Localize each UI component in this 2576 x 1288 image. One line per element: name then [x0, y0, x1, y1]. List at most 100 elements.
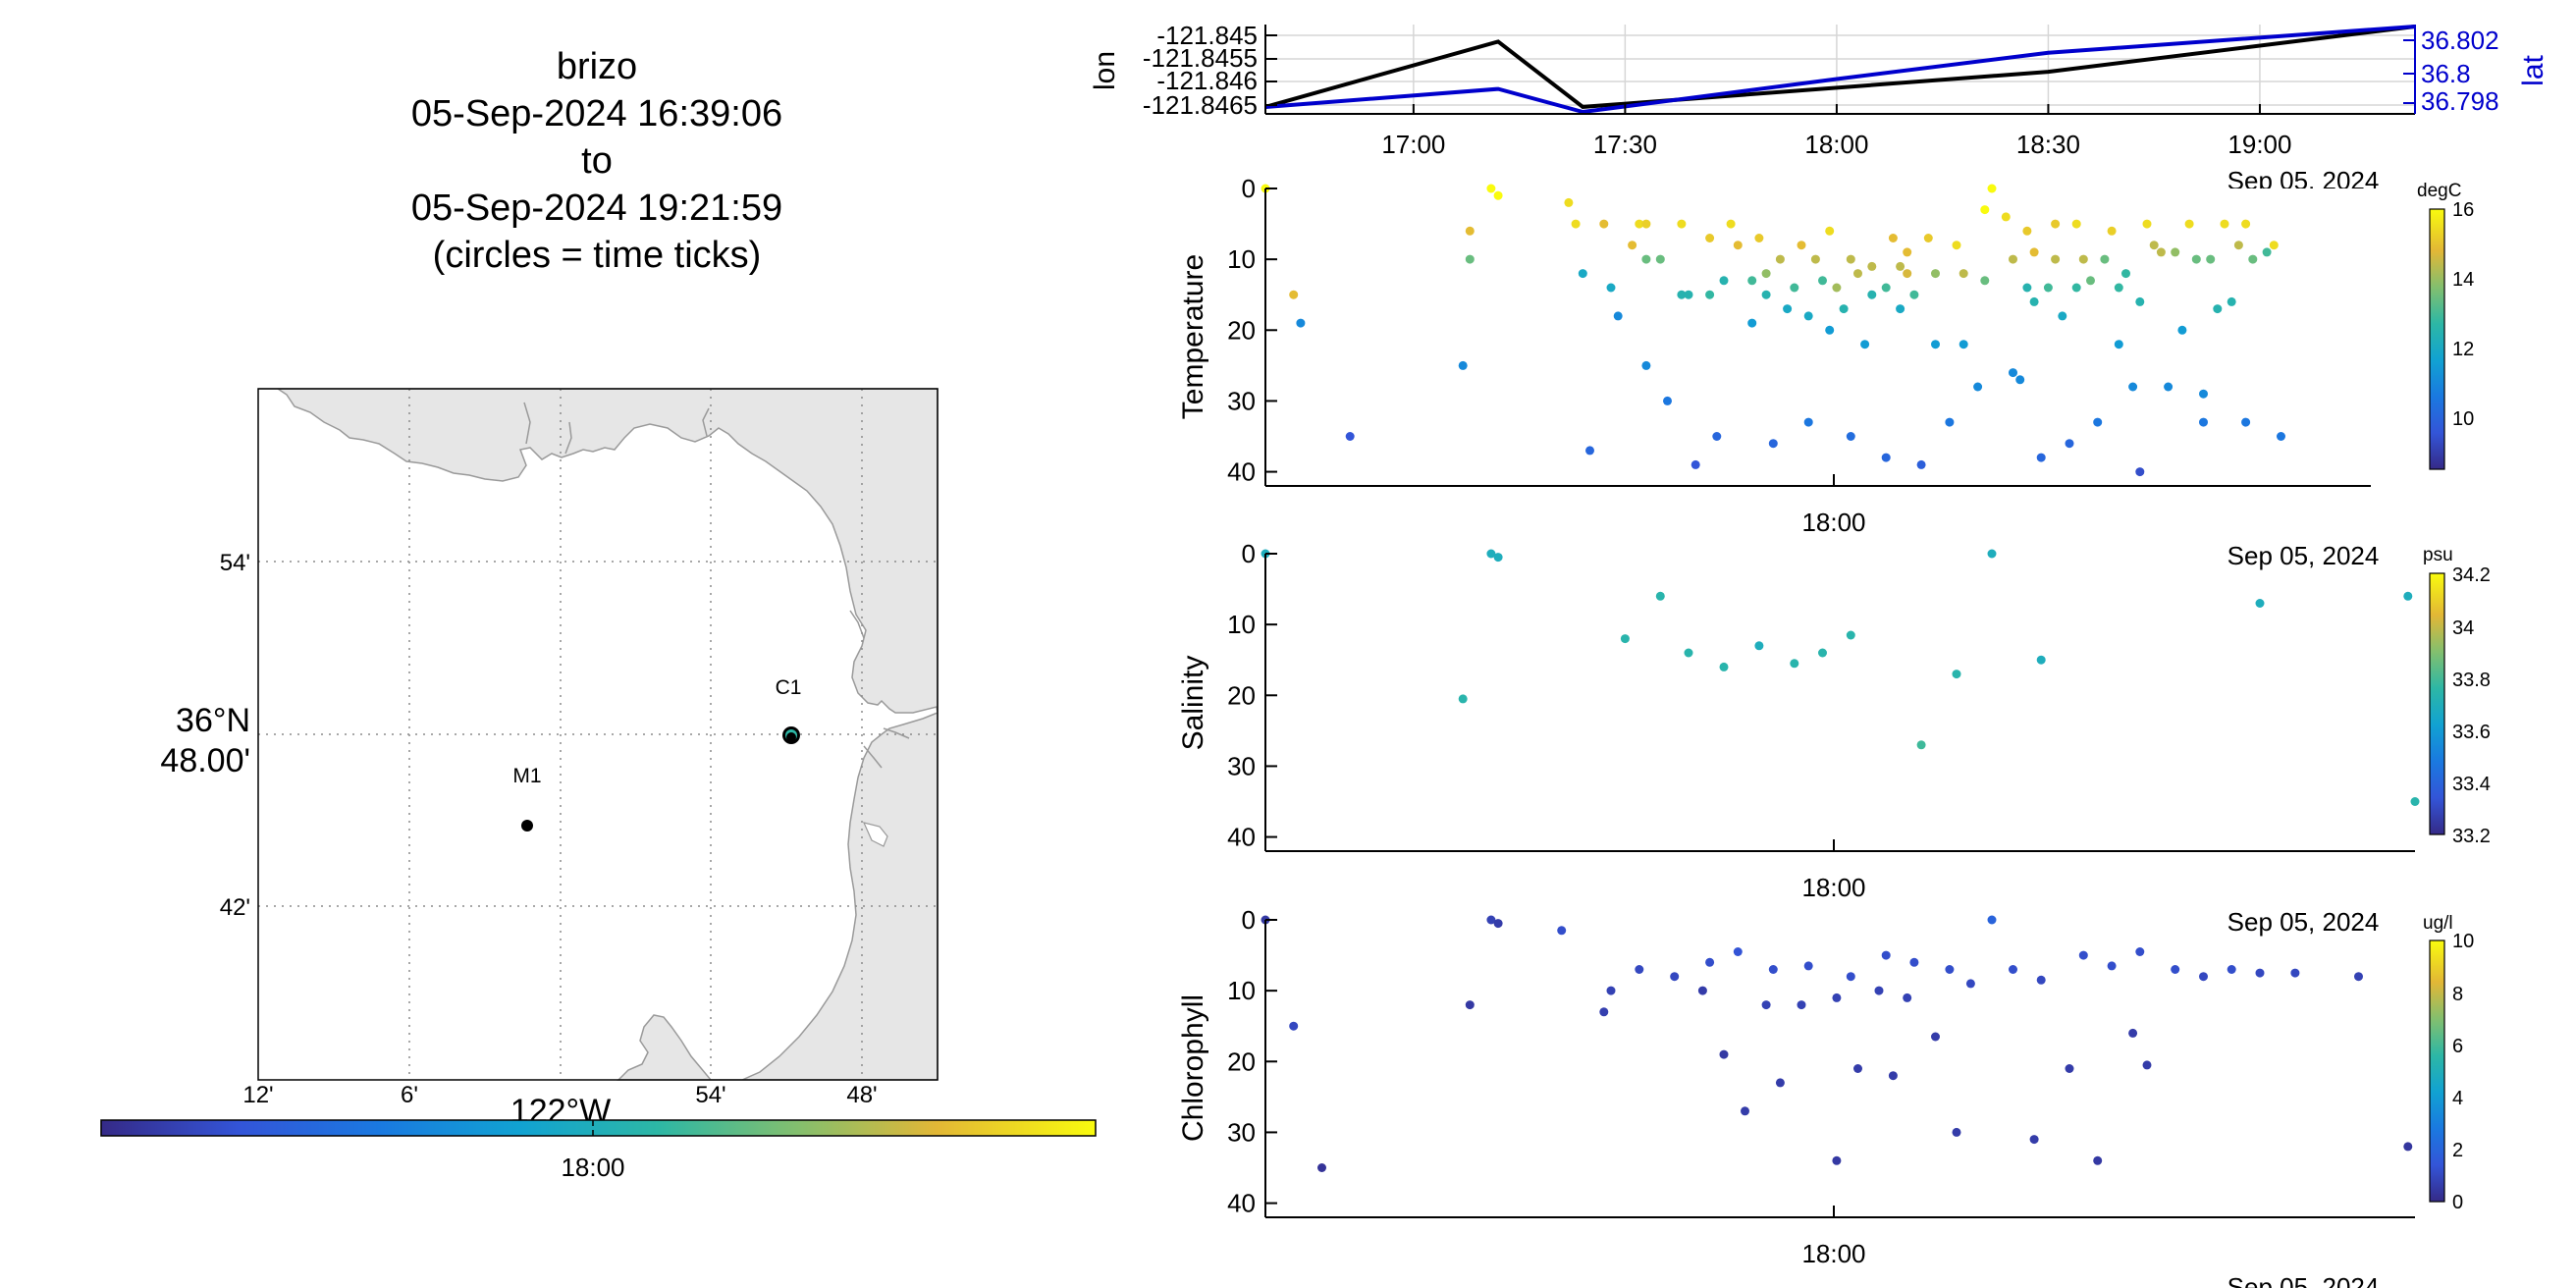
- temperature-cbar-tick: 10: [2452, 408, 2474, 430]
- salinity-points: [1261, 549, 2420, 806]
- temperature-point: [2262, 247, 2272, 257]
- temperature-point: [1761, 290, 1771, 299]
- temperature-point: [1867, 290, 1877, 299]
- temperature-point: [1733, 241, 1743, 250]
- salinity-colorbar: [2429, 572, 2445, 835]
- chlorophyll-point: [1903, 993, 1912, 1002]
- lon-axis-label: lon: [1089, 51, 1121, 90]
- chlorophyll-point: [2290, 968, 2300, 978]
- temperature-cbar-tick: 14: [2452, 269, 2474, 291]
- chlorophyll-y-tick-label: 30: [1227, 1117, 1256, 1147]
- temperature-point: [1832, 283, 1842, 293]
- temperature-point: [1719, 276, 1729, 286]
- map-land: [258, 388, 939, 1081]
- temperature-point: [1690, 459, 1700, 469]
- chlorophyll-point: [2227, 965, 2236, 974]
- lon-tick-label: -121.845: [1156, 21, 1258, 50]
- chlorophyll-point: [2009, 965, 2017, 974]
- chlorophyll-colorbar: [2429, 939, 2445, 1203]
- temperature-point: [1803, 417, 1813, 427]
- chlorophyll-point: [1606, 986, 1616, 995]
- temperature-point: [2009, 254, 2017, 264]
- chlorophyll-point: [1881, 950, 1891, 960]
- position-x-tick-label: 18:00: [1804, 130, 1868, 159]
- temperature-point: [1486, 184, 1496, 193]
- lon-label-54: 54': [695, 1082, 725, 1108]
- lat-label-42: 42': [220, 894, 250, 921]
- temperature-point: [1810, 254, 1820, 264]
- chlorophyll-point: [1761, 1000, 1771, 1010]
- position-x-tick-label: 18:30: [2016, 130, 2080, 159]
- chlorophyll-cbar-tick: 10: [2452, 931, 2474, 952]
- temperature-cbar-tick: 12: [2452, 339, 2474, 360]
- position-x-tick-label: 17:00: [1381, 130, 1445, 159]
- salinity-colorbar-ticks: 34.2 34 33.8 33.6 33.4 33.2: [2452, 564, 2491, 847]
- temperature-point: [1909, 290, 1919, 299]
- lon-label-48: 48': [846, 1082, 877, 1108]
- temperature-point: [2107, 226, 2117, 236]
- salinity-point: [1684, 648, 1693, 658]
- temperature-point: [1931, 269, 1940, 279]
- salinity-point: [2255, 599, 2265, 608]
- start-time: 05-Sep-2024 16:39:06: [411, 93, 782, 134]
- salinity-unit: psu: [2423, 545, 2453, 565]
- temperature-point: [1980, 276, 1990, 286]
- chlorophyll-point: [2171, 965, 2180, 974]
- lat-tick-label: 36.8: [2421, 59, 2471, 88]
- chlorophyll-point: [1289, 1021, 1299, 1031]
- chlorophyll-point: [1768, 965, 1778, 974]
- chlorophyll-point: [2135, 947, 2145, 956]
- temperature-point: [2022, 283, 2032, 293]
- chlorophyll-x-tick-label: 18:00: [1801, 1239, 1865, 1268]
- temperature-point: [2071, 219, 2081, 229]
- lon-label-6: 6': [401, 1082, 418, 1108]
- temperature-point: [1712, 432, 1722, 441]
- chlorophyll-point: [1909, 957, 1919, 967]
- temperature-point: [1289, 290, 1299, 299]
- temperature-points: [1261, 184, 2285, 477]
- vehicle-name: brizo: [557, 46, 637, 87]
- chlorophyll-point: [1557, 926, 1567, 936]
- track-point: [786, 732, 796, 742]
- temperature-point: [1803, 311, 1813, 321]
- position-lines: [1264, 25, 2416, 115]
- temperature-point: [1881, 453, 1891, 462]
- temperature-point: [2164, 382, 2174, 392]
- temperature-point: [1775, 254, 1785, 264]
- chlorophyll-cbar-tick: 6: [2452, 1036, 2463, 1057]
- salinity-x-tick-label: 18:00: [1801, 873, 1865, 902]
- salinity-point: [1790, 659, 1799, 669]
- lat-label-48: 48.00': [160, 742, 250, 779]
- lon-tick-label: -121.8465: [1143, 90, 1258, 120]
- position-gridlines: [1265, 25, 2415, 114]
- position-x-ticks: 17:00 17:30 18:00 18:30 19:00: [1381, 104, 2291, 159]
- lon-series-line: [1264, 25, 2416, 109]
- temperature-point: [2036, 453, 2046, 462]
- chlorophyll-point: [2403, 1142, 2413, 1152]
- temperature-x-tick-label: 18:00: [1801, 508, 1865, 537]
- temperature-point: [1959, 340, 1968, 349]
- temperature-point: [1747, 276, 1757, 286]
- temperature-point: [1296, 318, 1306, 328]
- temperature-point: [1578, 269, 1587, 279]
- chlorophyll-point: [2199, 972, 2208, 982]
- temperature-point: [1896, 261, 1905, 271]
- salinity-cbar-tick: 34: [2452, 617, 2474, 639]
- chlorophyll-cbar-tick: 8: [2452, 984, 2463, 1005]
- temperature-point: [1903, 269, 1912, 279]
- temperature-point: [1867, 261, 1877, 271]
- map-frame: [257, 388, 939, 1081]
- position-x-tick-label: 19:00: [2227, 130, 2291, 159]
- end-time: 05-Sep-2024 19:21:59: [411, 188, 782, 229]
- temperature-point: [1797, 241, 1806, 250]
- temperature-point: [1846, 432, 1855, 441]
- temperature-point: [2177, 325, 2187, 335]
- temperature-point: [2015, 375, 2025, 385]
- map-panel: 54' 36°N 48.00' 42' 12' 6' 54' 48' 122°W…: [160, 388, 939, 1130]
- temperature-panel: 0 10 20 30 40 18:00 Temperature degC 16 14 1…: [1177, 174, 2474, 537]
- chlorophyll-y-tick-label: 10: [1227, 976, 1256, 1005]
- chlorophyll-point: [2354, 972, 2363, 982]
- temperature-point: [1790, 283, 1799, 293]
- temperature-point: [2051, 219, 2061, 229]
- temperature-point: [2114, 340, 2123, 349]
